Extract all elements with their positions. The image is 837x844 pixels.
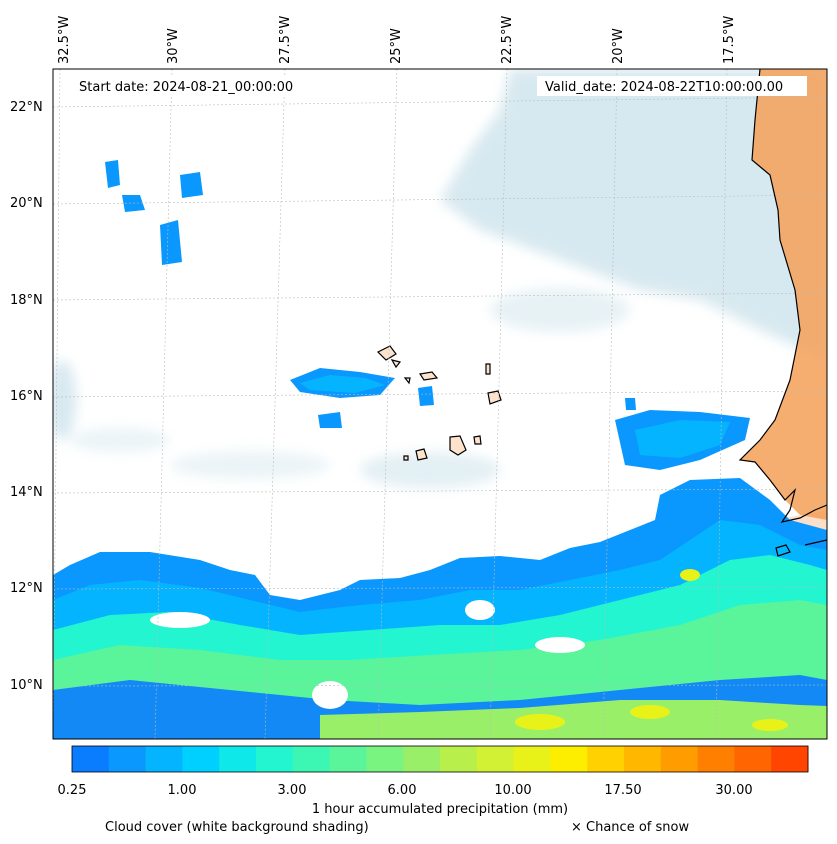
colorbar-segment (587, 746, 625, 772)
precip-gaps (150, 600, 585, 709)
colorbar-tick-label: 3.00 (278, 783, 307, 798)
start-date-label: Start date: 2024-08-21_00:00:00 (79, 80, 293, 95)
colorbar-tick-label: 0.25 (58, 783, 87, 798)
lat-label: 10°N (10, 678, 43, 693)
colorbar-tick-label: 1.00 (168, 783, 197, 798)
lat-label: 18°N (10, 293, 43, 308)
lat-label: 14°N (10, 485, 43, 500)
lon-label: 20°W (611, 28, 626, 64)
colorbar-segment (108, 746, 147, 772)
graticule (53, 69, 827, 739)
lon-label: 25°W (389, 28, 404, 64)
africa-land (740, 69, 827, 520)
lat-label: 12°N (10, 581, 43, 596)
precip-maxima (515, 569, 788, 731)
colorbar-segment (292, 746, 331, 772)
precip-band-core (320, 700, 827, 739)
cloud-cover-layer (53, 69, 827, 488)
lat-label: 20°N (10, 196, 43, 211)
colorbar-segment (403, 746, 441, 772)
colorbar-segment (440, 746, 478, 772)
colorbar-segment (219, 746, 257, 772)
coastline (738, 69, 827, 557)
colorbar-segment (256, 746, 294, 772)
colorbar-segment (771, 746, 809, 772)
lat-labels: 22°N 20°N 18°N 16°N 14°N 12°N 10°N (10, 100, 43, 693)
start-date-box (70, 76, 310, 96)
colorbar-tick-label: 30.00 (715, 783, 752, 798)
colorbar-segment (734, 746, 772, 772)
colorbar-segment (145, 746, 183, 772)
colorbar-segment (660, 746, 699, 772)
valid-date-label: Valid_date: 2024-08-22T10:00:00.00 (545, 80, 783, 95)
colorbar-segment (697, 746, 735, 772)
colorbar-segment (624, 746, 662, 772)
colorbar-segment (513, 746, 551, 772)
lon-label: 17.5°W (722, 16, 737, 64)
snow-note: × Chance of snow (571, 820, 689, 835)
colorbar-tick-label: 6.00 (388, 783, 417, 798)
lat-label: 16°N (10, 389, 43, 404)
colorbar-ticks: 0.25 1.00 3.00 6.00 10.00 17.50 30.00 (58, 783, 753, 798)
lon-label: 30°W (166, 28, 181, 64)
lon-labels: 32.5°W 30°W 27.5°W 25°W 22.5°W 20°W 17.5… (57, 16, 737, 64)
cloud-cover-note: Cloud cover (white background shading) (105, 820, 369, 835)
colorbar-segment (366, 746, 404, 772)
colorbar-segment (182, 746, 220, 772)
colorbar-tick-label: 17.50 (604, 783, 641, 798)
colorbar-frame (71, 745, 809, 773)
colorbar-title: 1 hour accumulated precipitation (mm) (312, 802, 568, 817)
colorbar-segment (550, 746, 588, 772)
colorbar-tick-label: 10.00 (494, 783, 531, 798)
cape-verde-islands (376, 345, 502, 461)
colorbar-segment (476, 746, 515, 772)
colorbar-segment (72, 746, 110, 772)
lon-label: 27.5°W (278, 16, 293, 64)
lon-label: 22.5°W (500, 16, 515, 64)
lon-label: 32.5°W (57, 16, 72, 64)
valid-date-box (537, 76, 807, 96)
colorbar-segment (329, 746, 367, 772)
map-frame (52, 68, 828, 740)
map-content: Start date: 2024-08-21_00:00:00 Valid_da… (53, 69, 827, 739)
colorbar (72, 746, 809, 772)
lat-label: 22°N (10, 100, 43, 115)
